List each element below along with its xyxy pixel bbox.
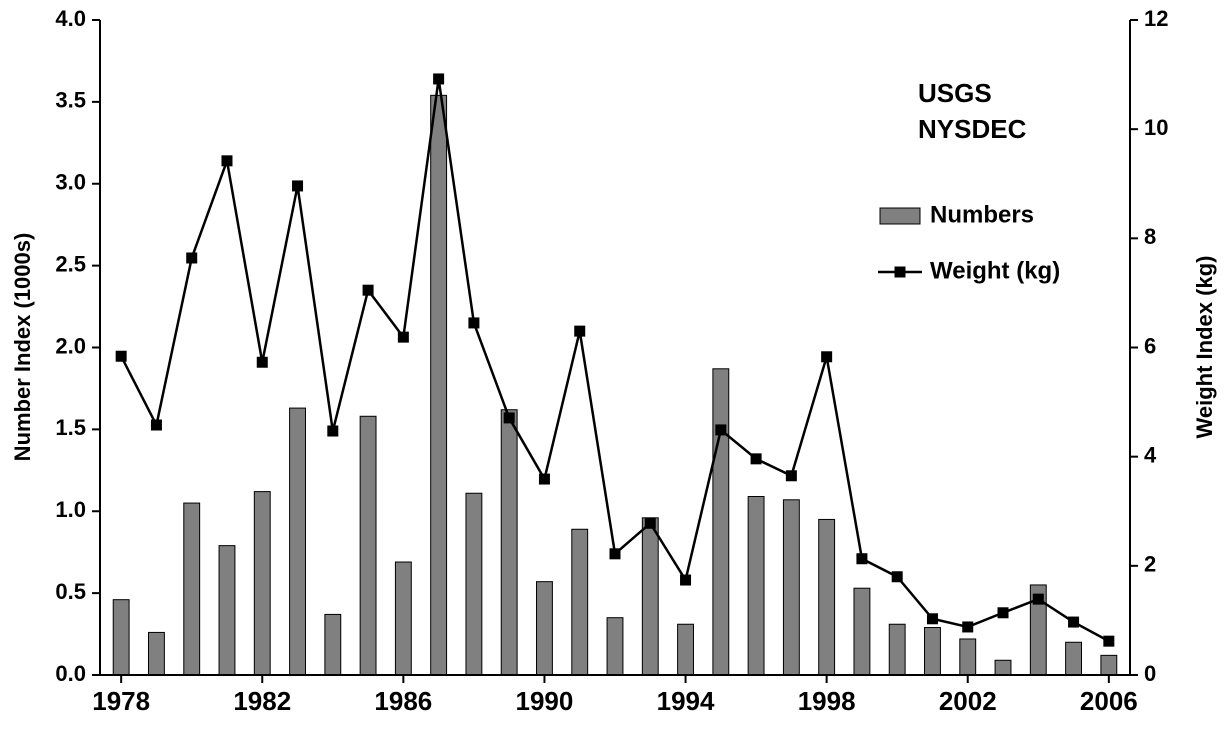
- marker: [1103, 635, 1115, 647]
- bar: [959, 638, 977, 676]
- x-tick-label: 2002: [939, 686, 997, 716]
- bar: [465, 492, 483, 676]
- x-tick-label: 1986: [374, 686, 432, 716]
- bar: [747, 496, 765, 676]
- x-tick-label: 1982: [233, 686, 291, 716]
- y-tick-label: 0.5: [55, 579, 86, 604]
- bar: [994, 659, 1012, 676]
- marker: [821, 351, 833, 363]
- marker: [503, 412, 515, 424]
- marker: [115, 350, 127, 362]
- marker: [327, 425, 339, 437]
- bar: [289, 407, 306, 676]
- marker: [715, 424, 727, 436]
- marker: [221, 155, 233, 167]
- marker: [750, 453, 762, 465]
- y-tick-label: 1.0: [55, 497, 86, 522]
- marker: [680, 574, 692, 586]
- marker: [926, 613, 938, 625]
- x-tick-label: 2006: [1080, 686, 1138, 716]
- y2-tick-label: 10: [1144, 115, 1168, 140]
- legend-label: Weight (kg): [930, 257, 1060, 284]
- marker: [997, 607, 1009, 619]
- marker: [362, 284, 374, 296]
- marker: [433, 73, 445, 85]
- bar: [112, 599, 130, 676]
- y-tick-label: 4.0: [55, 6, 86, 31]
- y2-tick-label: 8: [1144, 224, 1156, 249]
- marker: [891, 571, 903, 583]
- marker: [856, 553, 868, 565]
- bar: [924, 627, 941, 676]
- y-tick-label: 1.5: [55, 415, 86, 440]
- marker: [468, 317, 480, 329]
- marker: [1068, 616, 1080, 628]
- bar: [253, 491, 271, 676]
- marker: [962, 621, 974, 633]
- bar: [1100, 654, 1118, 676]
- bar: [430, 94, 448, 676]
- marker: [256, 356, 268, 368]
- y-axis-title: Number Index (1000s): [10, 233, 35, 462]
- marker: [186, 252, 198, 264]
- y2-tick-label: 2: [1144, 552, 1156, 577]
- marker: [785, 470, 797, 482]
- bar: [571, 528, 589, 676]
- bar: [888, 623, 906, 676]
- y-tick-label: 3.5: [55, 88, 86, 113]
- marker: [397, 331, 409, 343]
- bar: [359, 415, 377, 676]
- marker: [609, 548, 621, 560]
- bar: [853, 587, 871, 676]
- x-tick-label: 1978: [92, 686, 150, 716]
- marker: [292, 180, 304, 192]
- x-tick-label: 1998: [798, 686, 856, 716]
- x-tick-label: 1990: [516, 686, 574, 716]
- bar: [1065, 641, 1082, 676]
- marker: [1032, 593, 1044, 605]
- legend-swatch: [894, 266, 906, 278]
- bar: [641, 517, 659, 676]
- y-tick-label: 2.5: [55, 251, 86, 276]
- bar: [536, 581, 553, 676]
- y-tick-label: 0.0: [55, 661, 86, 686]
- y2-tick-label: 12: [1144, 6, 1168, 31]
- bar: [677, 623, 694, 676]
- x-tick-label: 1994: [657, 686, 715, 716]
- y2-axis-title: Weight Index (kg): [1192, 256, 1217, 439]
- marker: [574, 325, 586, 337]
- bar: [324, 613, 342, 676]
- y2-tick-label: 0: [1144, 661, 1156, 686]
- marker: [150, 419, 162, 431]
- bar: [782, 499, 800, 676]
- y2-tick-label: 4: [1144, 442, 1157, 467]
- marker: [644, 517, 656, 529]
- bar: [183, 502, 201, 676]
- bar: [818, 518, 836, 676]
- y-tick-label: 2.0: [55, 333, 86, 358]
- bar: [394, 561, 412, 676]
- legend-label: Numbers: [930, 201, 1034, 228]
- legend-swatch: [879, 207, 921, 225]
- bar: [712, 368, 730, 676]
- annotation: USGS: [918, 78, 992, 108]
- bar: [148, 631, 165, 676]
- bar: [606, 617, 624, 676]
- bar: [218, 545, 236, 676]
- bar: [500, 409, 518, 676]
- y2-tick-label: 6: [1144, 333, 1156, 358]
- annotation: NYSDEC: [918, 114, 1027, 144]
- y-tick-label: 3.0: [55, 170, 86, 195]
- marker: [538, 473, 550, 485]
